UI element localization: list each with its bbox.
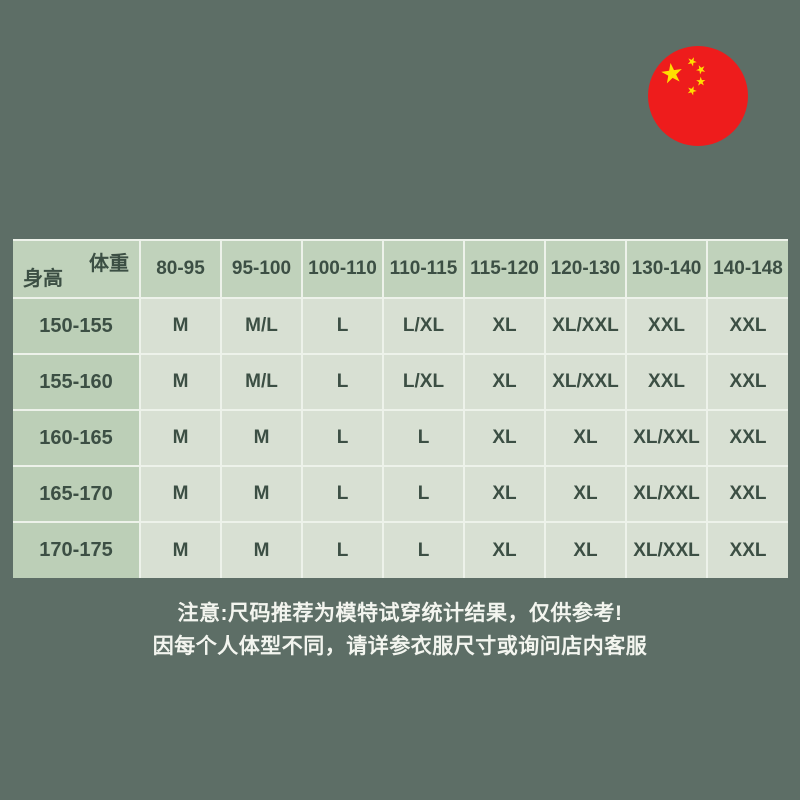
header-row: 体重 身高 80-95 95-100 100-110 110-115 115-1… [13,239,788,299]
table-row: 160-165 M M L L XL XL XL/XXL XXL [13,409,788,467]
size-cell: XL [463,521,546,578]
table-row: 155-160 M M/L L L/XL XL XL/XXL XXL XXL [13,353,788,411]
size-chart-table: 体重 身高 80-95 95-100 100-110 110-115 115-1… [13,239,788,578]
height-row-label: 150-155 [13,297,141,355]
weight-header: 120-130 [544,239,627,299]
size-note-line2: 因每个人体型不同，请详参衣服尺寸或询问店内客服 [152,635,648,658]
size-cell: XL/XXL [625,521,708,578]
weight-header: 140-148 [706,239,788,299]
height-row-label: 155-160 [13,353,141,411]
size-cell: XL/XXL [625,465,708,523]
table-row: 150-155 M M/L L L/XL XL XL/XXL XXL XXL [13,297,788,355]
height-row-label: 170-175 [13,521,141,578]
size-cell: L/XL [382,353,465,411]
flag-small-star-icon: ★ [684,82,700,100]
size-cell: L [301,465,384,523]
size-cell: XXL [706,521,788,578]
size-cell: XL/XXL [544,297,627,355]
size-cell: XXL [706,465,788,523]
size-cell: M [139,521,222,578]
corner-cell: 体重 身高 [13,239,141,299]
size-cell: L [382,521,465,578]
size-cell: XL/XXL [625,409,708,467]
size-cell: XL [544,409,627,467]
size-cell: L [301,409,384,467]
size-cell: L [382,465,465,523]
size-cell: M [139,297,222,355]
size-cell: M/L [220,297,303,355]
size-cell: XXL [706,297,788,355]
size-cell: L [301,297,384,355]
weight-header: 110-115 [382,239,465,299]
size-cell: M [139,465,222,523]
size-cell: M/L [220,353,303,411]
weight-header: 115-120 [463,239,546,299]
size-note-line1: 注意:尺码推荐为模特试穿统计结果，仅供参考! [177,602,623,625]
size-cell: XL [544,521,627,578]
height-row-label: 165-170 [13,465,141,523]
size-cell: XXL [706,409,788,467]
size-cell: XL [463,465,546,523]
size-cell: M [220,409,303,467]
size-note: 注意:尺码推荐为模特试穿统计结果，仅供参考! 因每个人体型不同，请详参衣服尺寸或… [0,597,800,663]
flag-big-star-icon: ★ [657,56,687,90]
weight-header: 80-95 [139,239,222,299]
table-row: 165-170 M M L L XL XL XL/XXL XXL [13,465,788,523]
size-cell: L [301,521,384,578]
size-cell: XL/XXL [544,353,627,411]
size-cell: L/XL [382,297,465,355]
table-row: 170-175 M M L L XL XL XL/XXL XXL [13,521,788,578]
size-cell: M [139,409,222,467]
size-cell: M [220,521,303,578]
weight-axis-label: 体重 [89,253,129,275]
size-cell: M [139,353,222,411]
size-cell: XL [463,409,546,467]
height-axis-label: 身高 [23,268,63,290]
size-cell: XXL [625,297,708,355]
size-cell: XL [544,465,627,523]
size-cell: XL [463,297,546,355]
weight-header: 100-110 [301,239,384,299]
size-cell: XXL [706,353,788,411]
size-cell: XXL [625,353,708,411]
weight-header: 130-140 [625,239,708,299]
china-flag-icon: ★ ★ ★ ★ ★ [648,46,748,146]
height-row-label: 160-165 [13,409,141,467]
size-cell: M [220,465,303,523]
size-cell: L [301,353,384,411]
size-cell: L [382,409,465,467]
size-cell: XL [463,353,546,411]
weight-header: 95-100 [220,239,303,299]
